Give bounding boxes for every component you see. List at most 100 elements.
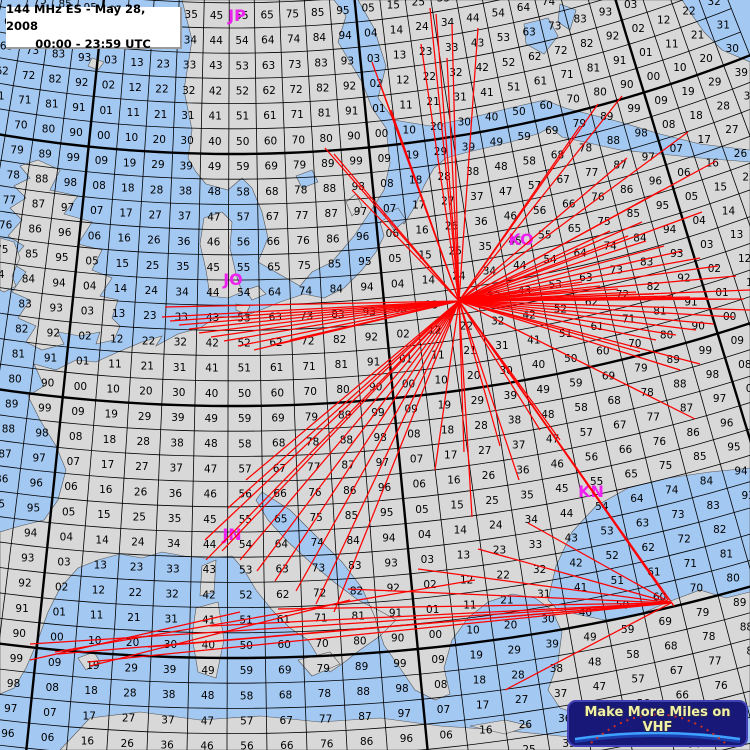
grid-cell-label: 20 (504, 619, 517, 631)
title-box: 144 MHz ES - May 28, 2008 00:00 - 23:59 … (6, 2, 182, 51)
grid-cell-label: 53 (239, 564, 252, 576)
propagation-path (29, 611, 241, 661)
grid-cell-label: 09 (48, 657, 61, 669)
grid-cell-label: 02 (708, 263, 721, 275)
propagation-path (333, 153, 460, 302)
propagation-path (429, 7, 460, 302)
grid-cell-label: 05 (85, 255, 98, 267)
grid-cell-label: 72 (313, 587, 326, 599)
logo-badge[interactable]: Make More Miles on VHF (567, 700, 748, 747)
propagation-path (458, 300, 501, 447)
grid-cell-label: 97 (4, 703, 17, 715)
propagation-path (458, 300, 473, 518)
grid-cell-label: 81 (335, 359, 348, 371)
grid-cell-label: 69 (278, 664, 291, 676)
grid-cell-label: 90 (391, 633, 404, 645)
propagation-path (205, 300, 460, 561)
grid-cell-label: 58 (236, 186, 249, 198)
grid-cell-label: 03 (700, 239, 713, 251)
grid-cell-label: 35 (479, 241, 492, 253)
propagation-path (333, 300, 460, 613)
grid-parallel (0, 108, 750, 205)
grid-cell-label: 51 (611, 575, 624, 587)
grid-cell-label: 81 (45, 99, 58, 111)
propagation-path (178, 300, 460, 326)
grid-cell-label: 95 (55, 252, 68, 264)
grid-cell-label: 03 (624, 0, 637, 11)
grid-cell-label: 66 (676, 689, 690, 701)
grid-cell-label: 31 (181, 110, 194, 122)
grid-cell-label: 99 (38, 402, 51, 414)
grid-meridian (430, 0, 551, 750)
grid-meridian (534, 0, 717, 750)
grid-cell-label: 01 (372, 103, 385, 115)
propagation-path (458, 300, 701, 365)
logo-text: Make More Miles on VHF (584, 705, 731, 735)
grid-cell-label: 80 (8, 373, 21, 385)
grid-cell-label: 00 (429, 629, 442, 641)
grid-cell-label: 98 (634, 127, 647, 139)
grid-cell-label: 36 (169, 488, 183, 500)
grid-cell-label: 10 (125, 132, 138, 144)
grid-cell-label: 96 (720, 417, 734, 429)
grid-cell-label: 86 (28, 224, 42, 236)
grid-cell-label: 30 (541, 614, 554, 626)
grid-cell-label: 52 (502, 57, 515, 69)
grid-cell-label: 39 (462, 141, 475, 153)
grid-cell-label: 02 (55, 582, 68, 594)
propagation-path (347, 588, 672, 604)
grid-meridian (379, 0, 469, 750)
grid-cell-label: 22 (129, 587, 142, 599)
grid-cell-label: 11 (746, 277, 750, 289)
grid-cell-label: 04 (60, 531, 74, 543)
grid-cell-label: 06 (41, 732, 55, 744)
grid-cell-label: 61 (0, 90, 5, 102)
grid-cell-label: 12 (460, 575, 473, 587)
grid-cell-label: 19 (470, 650, 483, 662)
grid-cell-label: 97 (354, 206, 367, 218)
grid-cell-label: 00 (50, 632, 63, 644)
grid-cell-label: 56 (239, 489, 253, 501)
grid-cell-label: 80 (336, 384, 349, 396)
propagation-path (458, 300, 681, 371)
grid-cell-label: 55 (590, 476, 603, 488)
grid-cell-label: 98 (706, 369, 719, 381)
grid-cell-label: 36 (160, 740, 174, 750)
grid-cell-label: 54 (239, 539, 253, 551)
grid-cell-label: 82 (333, 334, 346, 346)
grid-cell-label: 65 (568, 223, 581, 235)
grid-cell-label: 88 (740, 621, 750, 633)
grid-cell-label: 15 (714, 181, 727, 193)
grid-parallel (0, 428, 750, 508)
grid-cell-label: 31 (717, 20, 730, 32)
grid-cell-label: 08 (434, 679, 447, 691)
propagation-path (458, 300, 696, 420)
grid-cell-label: 40 (532, 359, 545, 371)
grid-cell-label: 29 (471, 395, 484, 407)
grid-cell-label: 32 (491, 315, 504, 327)
grid-cell-label: 08 (407, 429, 420, 441)
grid-cell-label: 09 (431, 654, 444, 666)
grid-parallel (0, 216, 750, 306)
grid-cell-label: 77 (585, 167, 598, 179)
grid-cell-label: 07 (43, 707, 56, 719)
grid-cell-label: 78 (640, 387, 653, 399)
grid-cell-label: 49 (490, 136, 503, 148)
grid-meridian (614, 0, 750, 444)
grid-cell-label: 54 (237, 287, 251, 299)
grid-cell-label: 65 (8, 0, 21, 3)
grid-cell-label: 48 (204, 438, 217, 450)
grid-cell-label: 28 (150, 184, 163, 196)
propagation-path (435, 13, 460, 302)
grid-cell-label: 49 (208, 161, 221, 173)
propagation-path (256, 300, 460, 572)
grid-cell-label: 65 (260, 9, 273, 21)
grid-cell-label: 98 (395, 683, 408, 695)
grid-cell-label: 58 (523, 156, 536, 168)
grid-cell-label: 09 (95, 155, 108, 167)
grid-cell-label: 73 (312, 562, 325, 574)
grid-cell-label: 82 (48, 74, 61, 86)
grid-meridian (508, 0, 675, 750)
land-scandinavia (181, 0, 391, 287)
grid-cell-label: 29 (138, 411, 151, 423)
